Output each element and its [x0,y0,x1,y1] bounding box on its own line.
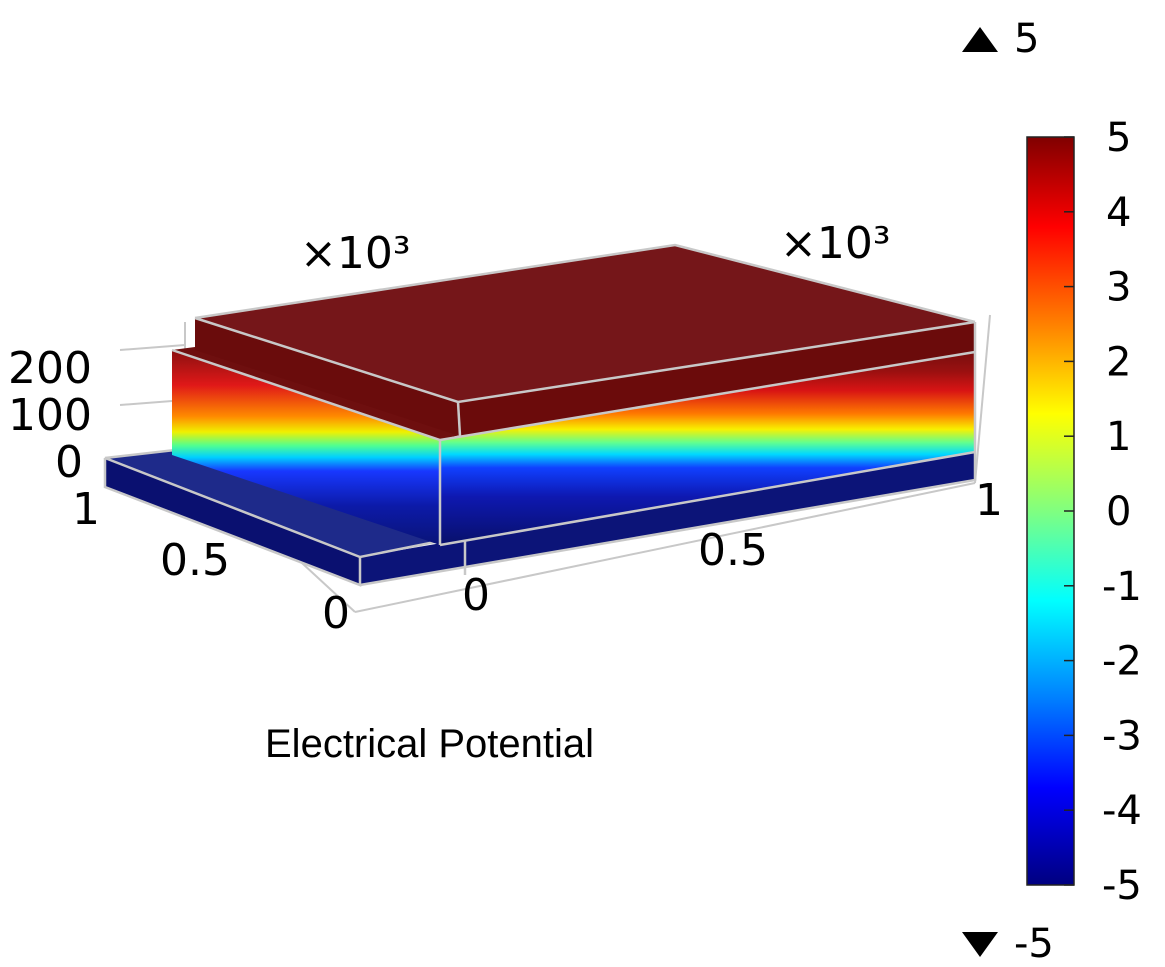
colorbar-tick-label: -2 [1102,639,1142,685]
x-tick-label: 0 [462,570,490,621]
colorbar-tick-labels: 5 4 3 2 1 0 -1 -2 -3 -4 -5 [1102,115,1142,909]
z-tick-label: 100 [8,390,92,441]
plot-title: Electrical Potential [265,722,594,766]
z-tick-label: 200 [8,343,92,394]
colorbar-max-marker: 5 [962,16,1039,62]
min-value: -5 [1014,921,1054,967]
colorbar-tick-label: 2 [1106,339,1131,385]
x-axis-ticks: 0 0.5 1 [462,475,1003,621]
x-tick-label: 0.5 [698,525,768,576]
colorbar-min-marker: -5 [962,921,1054,967]
z-tick-label: 0 [55,437,83,488]
colorbar-tick-label: -4 [1102,788,1142,834]
z-axis-ticks: 200 100 0 [8,343,92,488]
y-axis-multiplier: ×10³ [300,228,411,279]
max-value: 5 [1014,16,1039,62]
colorbar: 5 4 3 2 1 0 -1 -2 -3 -4 -5 [1026,115,1142,909]
colorbar-tick-label: -1 [1102,564,1142,610]
upper-block [195,245,975,436]
colorbar-tick-label: -3 [1102,713,1142,759]
y-axis-ticks: 1 0.5 0 [72,484,350,639]
x-tick-label: 1 [975,475,1003,526]
triangle-down-icon [962,932,998,957]
colorbar-tick-label: 5 [1106,115,1131,161]
colorbar-tick-label: 0 [1106,489,1131,535]
block-edges [171,243,977,575]
colorbar-tick-label: -5 [1102,863,1142,909]
x-axis-multiplier: ×10³ [780,218,891,269]
main-block [172,347,975,545]
y-tick-label: 0.5 [160,535,230,586]
y-tick-label: 0 [322,588,350,639]
colorbar-tick-label: 1 [1106,414,1131,460]
substrate-layer [103,448,977,587]
colorbar-tick-label: 4 [1106,190,1131,236]
triangle-up-icon [962,27,998,52]
colorbar-tick-label: 3 [1106,265,1131,311]
y-tick-label: 1 [72,484,100,535]
colorbar-ticks [1064,136,1074,886]
